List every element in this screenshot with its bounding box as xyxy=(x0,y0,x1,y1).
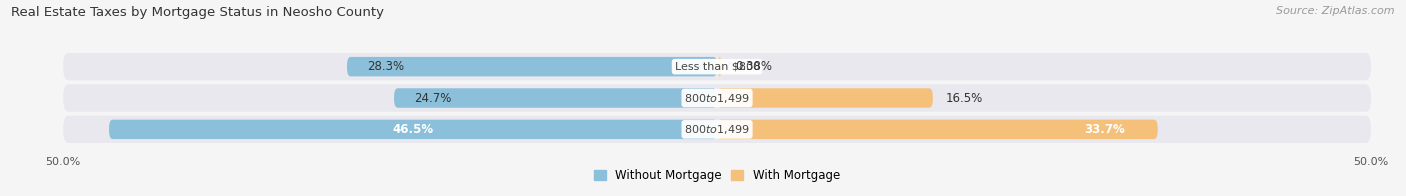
FancyBboxPatch shape xyxy=(63,84,1371,112)
FancyBboxPatch shape xyxy=(717,120,1157,139)
FancyBboxPatch shape xyxy=(110,120,717,139)
Legend: Without Mortgage, With Mortgage: Without Mortgage, With Mortgage xyxy=(595,169,839,182)
FancyBboxPatch shape xyxy=(717,57,723,76)
Text: 16.5%: 16.5% xyxy=(946,92,983,104)
Text: $800 to $1,499: $800 to $1,499 xyxy=(685,92,749,104)
Text: Less than $800: Less than $800 xyxy=(675,62,759,72)
FancyBboxPatch shape xyxy=(717,88,932,108)
FancyBboxPatch shape xyxy=(63,116,1371,143)
FancyBboxPatch shape xyxy=(63,53,1371,80)
Text: $800 to $1,499: $800 to $1,499 xyxy=(685,123,749,136)
Text: 0.38%: 0.38% xyxy=(735,60,772,73)
Text: 24.7%: 24.7% xyxy=(413,92,451,104)
FancyBboxPatch shape xyxy=(394,88,717,108)
FancyBboxPatch shape xyxy=(347,57,717,76)
Text: 33.7%: 33.7% xyxy=(1084,123,1125,136)
Text: 46.5%: 46.5% xyxy=(392,123,433,136)
Text: 28.3%: 28.3% xyxy=(367,60,404,73)
Text: Real Estate Taxes by Mortgage Status in Neosho County: Real Estate Taxes by Mortgage Status in … xyxy=(11,6,384,19)
Text: Source: ZipAtlas.com: Source: ZipAtlas.com xyxy=(1277,6,1395,16)
